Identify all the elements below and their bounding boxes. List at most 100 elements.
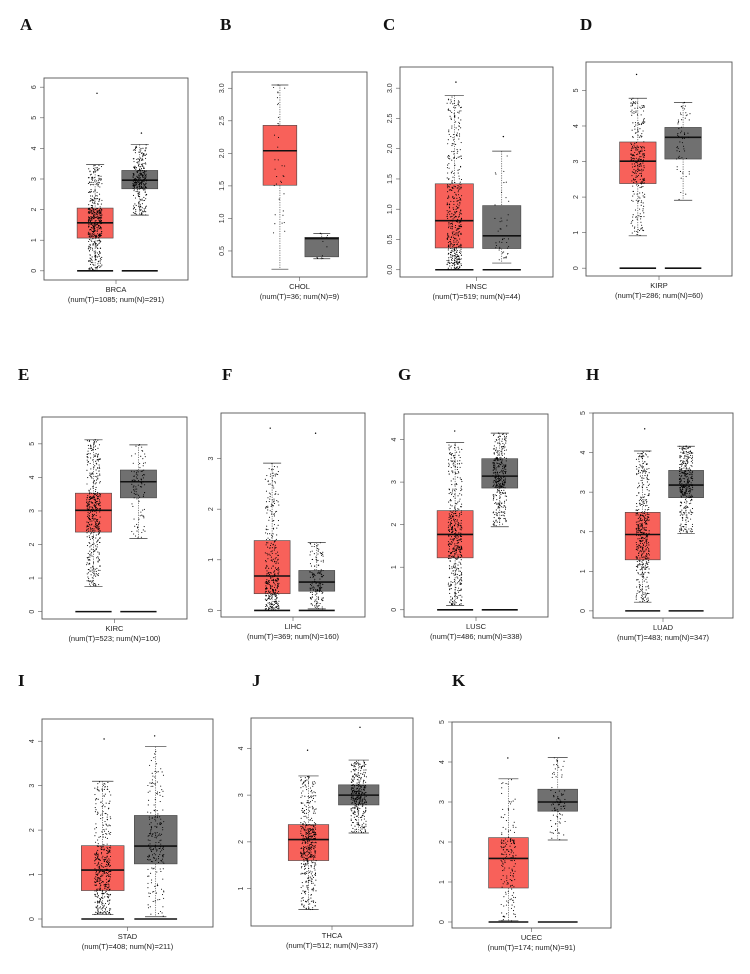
tumor-point [88,250,90,252]
tumor-point [94,445,97,447]
tumor-point [86,503,89,505]
tumor-point [88,447,90,449]
tumor-point [645,537,647,539]
tumor-point [94,256,96,258]
normal-point [504,493,506,495]
tumor-point [452,143,454,145]
tumor-point [265,582,268,585]
normal-point [131,530,133,533]
tumor-point [638,544,640,546]
tumor-point [89,263,92,265]
tumor-point [457,526,459,528]
tumor-point [284,230,286,232]
tumor-point [96,813,98,816]
tumor-point [632,171,635,173]
tumor-point [637,525,639,528]
normal-point [500,493,502,495]
normal-point [495,438,497,441]
tumor-point [455,549,457,551]
tumor-point [449,568,451,570]
normal-point [318,581,320,583]
tumor-box [624,512,661,561]
tumor-point [272,475,274,477]
tumor-point [104,786,106,788]
tumor-point [283,193,285,195]
tumor-point [641,192,644,194]
tumor-point [452,565,455,567]
tumor-point [639,213,641,215]
tumor-point [275,606,277,608]
tumor-point [641,150,643,152]
tumor-point [450,596,452,598]
normal-point [137,174,139,176]
tumor-point [453,518,455,520]
normal-point [133,207,135,209]
tumor-point [635,512,637,514]
normal-point [504,464,506,466]
normal-point [680,191,682,194]
tumor-point [95,872,97,874]
tumor-point [99,234,102,236]
tumor-point [461,489,463,491]
tumor-point [103,912,105,914]
tumor-point [99,502,101,504]
tumor-point [637,134,639,136]
normal-point [492,481,494,483]
tumor-point [644,545,646,547]
tumor-point [457,534,459,536]
normal-point [136,185,138,187]
tumor-point [99,899,102,901]
normal-point [140,209,142,211]
tumor-point [93,497,95,499]
normal-point [144,177,146,179]
normal-point [140,206,142,208]
normal-point [314,575,316,577]
tumor-point [276,602,278,604]
tumor-point [97,477,99,479]
tumor-point [448,557,450,560]
normal-point [684,448,686,450]
normal-point [309,587,311,589]
normal-point [133,190,135,192]
tumor-point [639,539,641,542]
tumor-point [452,529,454,531]
y-tick-label: 2.0 [387,144,394,154]
normal-point [140,148,142,150]
tumor-point [638,485,641,487]
normal-box [481,458,519,489]
tumor-point [456,510,458,512]
tumor-point [97,849,99,851]
tumor-point [639,156,641,158]
tumor-point [99,233,101,235]
tumor-point [264,478,266,480]
tumor-point [97,877,100,879]
tumor-point [640,150,642,152]
tumor-point [454,521,456,523]
tumor-point [88,216,90,218]
tumor-point [642,122,644,124]
tumor-point [95,208,97,210]
tumor-point [97,458,99,461]
tumor-point [459,188,461,190]
tumor-point [460,219,462,221]
normal-point [680,475,682,477]
normal-point [143,508,145,510]
tumor-point [92,224,94,226]
normal-point [691,526,694,528]
tumor-point [97,495,99,497]
normal-point [691,495,694,497]
tumor-point [97,210,99,212]
tumor-point [87,559,89,561]
tumor-point [646,576,648,578]
normal-point [137,494,140,496]
tumor-point [447,191,449,193]
tumor-point [92,487,94,489]
tumor-point [99,888,101,890]
tumor-point [267,507,269,509]
tumor-point [96,210,98,212]
normal-point [311,558,313,561]
tumor-point [270,567,273,569]
normal-point [492,512,494,514]
tumor-point [643,146,645,148]
tumor-point [459,156,461,158]
